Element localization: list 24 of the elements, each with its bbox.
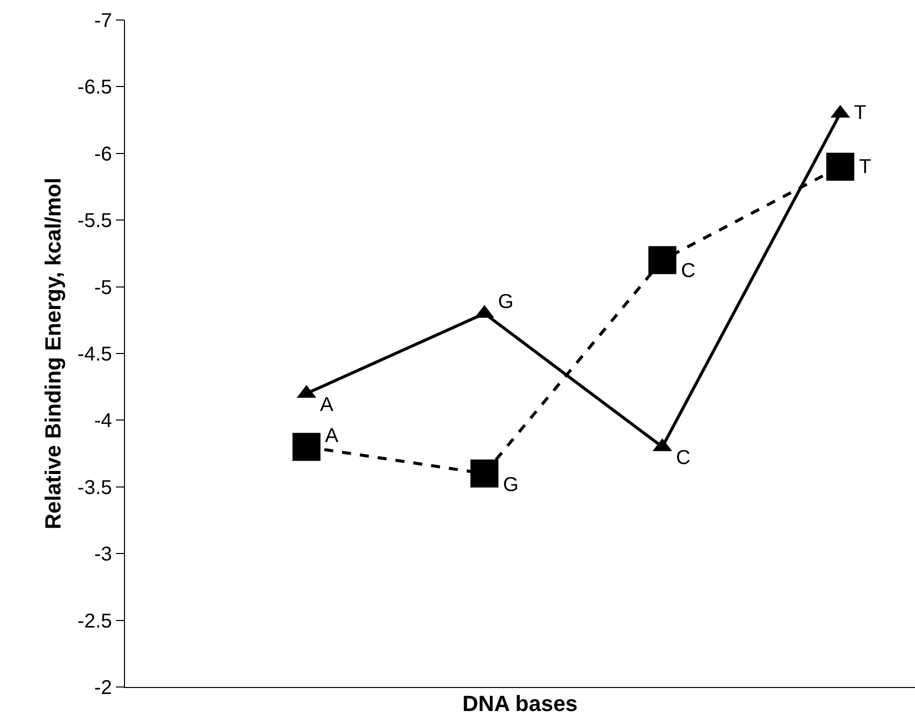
y-tick-label: -6 — [94, 143, 112, 166]
data-label: C — [676, 447, 690, 469]
y-tick-label: -5 — [94, 276, 112, 299]
y-tick-label: -6.5 — [78, 76, 112, 99]
data-label: G — [503, 474, 519, 496]
x-axis-title: DNA bases — [462, 690, 578, 716]
y-tick-label: -5.5 — [78, 210, 112, 232]
point — [648, 246, 676, 274]
y-tick-label: -2.5 — [78, 610, 112, 632]
y-tick-label: -3.5 — [78, 476, 112, 499]
data-label: T — [859, 156, 872, 178]
point — [292, 432, 320, 461]
y-tick-label: -4.5 — [78, 344, 112, 366]
y-tick-label: -7 — [94, 10, 112, 32]
y-tick-label: -2 — [94, 677, 112, 699]
data-label: C — [681, 260, 696, 282]
point — [470, 460, 498, 488]
y-tick-label: -4 — [94, 410, 112, 432]
data-label: A — [325, 425, 339, 447]
data-label: G — [498, 291, 514, 313]
data-label: T — [854, 102, 866, 124]
data-label: A — [320, 394, 334, 416]
y-axis-title: Relative Binding Energy, kcal/mol — [40, 178, 66, 530]
y-tick-label: -3 — [94, 544, 112, 566]
